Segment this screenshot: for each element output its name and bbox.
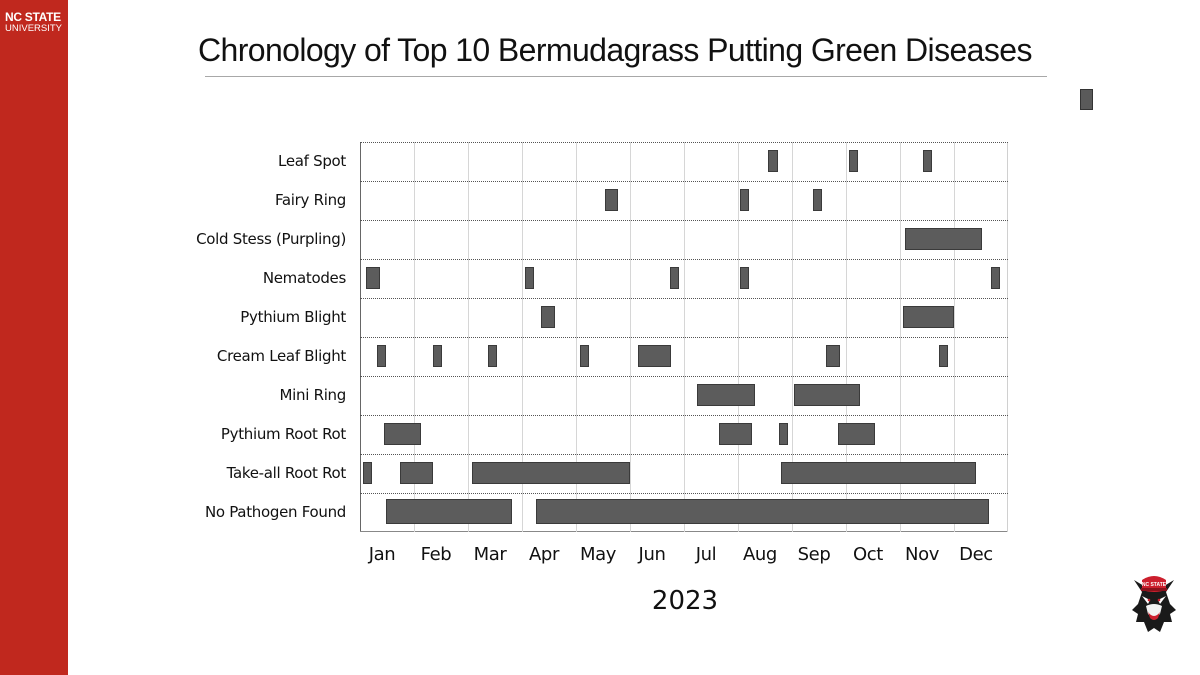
- disease-occurrence-bar: [385, 499, 512, 524]
- wolf-mascot-icon: NC STATE: [1132, 576, 1176, 632]
- disease-occurrence-bar: [904, 228, 983, 250]
- brand-line-1: NC STATE: [5, 10, 61, 24]
- disease-occurrence-bar: [903, 306, 954, 328]
- disease-occurrence-bar: [813, 189, 823, 211]
- disease-occurrence-bar: [540, 306, 555, 328]
- row-separator: [360, 415, 1008, 416]
- row-separator: [360, 337, 1008, 338]
- x-axis-tick-label: May: [579, 544, 616, 565]
- brand-line-2: UNIVERSITY: [5, 23, 63, 34]
- disease-occurrence-bar: [923, 150, 933, 172]
- y-axis-label: Fairy Ring: [274, 191, 346, 209]
- disease-occurrence-bar: [767, 150, 778, 172]
- x-axis-tick-label: Feb: [420, 544, 452, 565]
- slide-title: Chronology of Top 10 Bermudagrass Puttin…: [198, 32, 1032, 68]
- disease-occurrence-bar: [432, 345, 443, 367]
- disease-occurrence-bar: [376, 345, 386, 367]
- row-separator: [360, 298, 1008, 299]
- brand-sidebar: NC STATE UNIVERSITY: [0, 0, 68, 675]
- row-separator: [360, 220, 1008, 221]
- title-divider: [205, 76, 1047, 77]
- y-axis-label: Cream Leaf Blight: [216, 347, 346, 365]
- disease-occurrence-bar: [991, 267, 1000, 289]
- x-axis-tick-label: Jun: [638, 544, 666, 565]
- y-axis-label: No Pathogen Found: [204, 503, 346, 521]
- disease-occurrence-bar: [383, 423, 421, 445]
- disease-occurrence-bar: [605, 189, 619, 211]
- disease-occurrence-bar: [740, 267, 749, 289]
- disease-occurrence-bar: [837, 423, 876, 445]
- disease-occurrence-bar: [525, 267, 534, 289]
- disease-occurrence-bar: [794, 384, 861, 406]
- row-separator: [360, 454, 1008, 455]
- x-axis-tick-label: Mar: [473, 544, 507, 565]
- y-axis-label: Mini Ring: [279, 386, 347, 404]
- disease-occurrence-bar: [826, 345, 841, 367]
- x-axis-tick-label: Apr: [529, 544, 559, 565]
- disease-occurrence-bar: [536, 499, 990, 524]
- y-axis-label: Pythium Blight: [240, 308, 346, 326]
- row-separator: [360, 181, 1008, 182]
- x-axis-title: 2023: [651, 586, 719, 616]
- ncstate-logo: NC STATE UNIVERSITY: [5, 11, 62, 34]
- disease-occurrence-bar: [669, 267, 680, 289]
- disease-occurrence-bar: [365, 267, 380, 289]
- y-axis-label: Cold Stess (Purpling): [196, 230, 346, 248]
- disease-occurrence-bar: [638, 345, 672, 367]
- disease-occurrence-bar: [363, 462, 372, 484]
- x-axis-tick-label: Nov: [905, 544, 939, 565]
- disease-occurrence-bar: [471, 462, 630, 484]
- row-separator: [360, 142, 1008, 143]
- y-axis-label: Leaf Spot: [278, 152, 346, 170]
- disease-occurrence-bar: [719, 423, 753, 445]
- timeline-plot-area: [360, 142, 1008, 532]
- x-axis-tick-label: Oct: [853, 544, 883, 565]
- x-axis-tick-label: Jan: [368, 544, 396, 565]
- x-axis-tick-label: Dec: [959, 544, 993, 565]
- x-axis-tick-label: Sep: [797, 544, 831, 565]
- row-separator: [360, 493, 1008, 494]
- disease-occurrence-bar: [740, 189, 749, 211]
- disease-occurrence-bar: [696, 384, 755, 406]
- row-separator: [360, 376, 1008, 377]
- x-axis-tick-label: Jul: [695, 544, 717, 565]
- svg-text:NC STATE: NC STATE: [1142, 582, 1167, 588]
- disease-occurrence-bar: [938, 345, 949, 367]
- y-axis-label: Nematodes: [262, 269, 346, 287]
- disease-occurrence-bar: [779, 423, 789, 445]
- disease-occurrence-bar: [579, 345, 589, 367]
- y-axis-label: Pythium Root Rot: [220, 425, 346, 443]
- x-axis-tick-label: Aug: [743, 544, 777, 565]
- disease-occurrence-bar: [781, 462, 977, 484]
- disease-occurrence-bar: [849, 150, 858, 172]
- corner-marker-swatch: [1080, 89, 1093, 110]
- y-axis-label: Take-all Root Rot: [226, 464, 347, 482]
- row-separator: [360, 259, 1008, 260]
- disease-occurrence-bar: [487, 345, 498, 367]
- disease-occurrence-bar: [399, 462, 433, 484]
